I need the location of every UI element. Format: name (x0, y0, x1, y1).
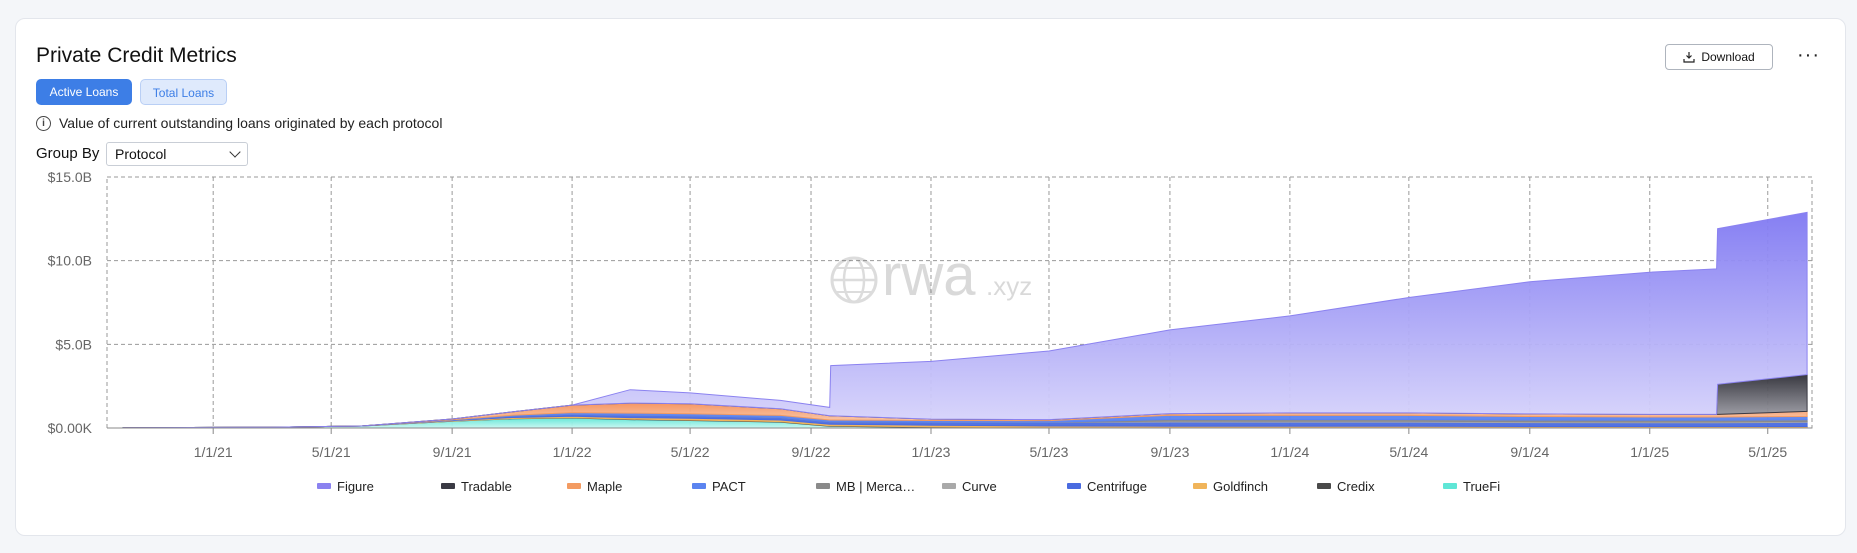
group-by-select[interactable]: Protocol (106, 142, 248, 166)
legend-label: TrueFi (1463, 479, 1500, 494)
axes: $0.00K $5.0B $10.0B $15.0B 1/1/21 5/1/21 9/1/2… (48, 169, 1812, 460)
y-tick-label: $15.0B (48, 169, 92, 185)
tab-active-loans[interactable]: Active Loans (36, 79, 132, 105)
legend-swatch (1443, 483, 1457, 489)
x-tick-label: 5/1/21 (312, 444, 351, 460)
download-icon (1683, 52, 1695, 63)
legend-label: Figure (337, 479, 374, 494)
y-tick-label: $10.0B (48, 253, 92, 269)
x-tick-label: 9/1/22 (792, 444, 831, 460)
watermark-suffix: .xyz (986, 271, 1032, 301)
legend-label: Centrifuge (1087, 479, 1147, 494)
legend-label: MB | Merca… (836, 479, 915, 494)
legend-swatch (1067, 483, 1081, 489)
x-tick-label: 5/1/22 (671, 444, 710, 460)
x-tick-label: 1/1/21 (194, 444, 233, 460)
group-by-value: Protocol (115, 146, 167, 162)
x-tick-label: 1/1/25 (1630, 444, 1669, 460)
x-tick-label: 9/1/21 (433, 444, 472, 460)
legend-swatch (942, 483, 956, 489)
legend-swatch (567, 483, 581, 489)
x-tick-label: 5/1/23 (1030, 444, 1069, 460)
page-title: Private Credit Metrics (36, 44, 237, 67)
group-by-label: Group By (36, 145, 100, 162)
y-tick-label: $0.00K (48, 420, 93, 436)
x-tick-label: 9/1/23 (1150, 444, 1189, 460)
watermark-main: rwa (882, 243, 976, 308)
download-button[interactable]: Download (1665, 44, 1773, 70)
x-tick-label: 5/1/25 (1748, 444, 1787, 460)
download-label: Download (1701, 50, 1755, 64)
description-text: Value of current outstanding loans origi… (59, 115, 443, 131)
x-tick-label: 1/1/23 (912, 444, 951, 460)
legend-swatch (317, 483, 331, 489)
x-tick-label: 1/1/22 (553, 444, 592, 460)
rwa-watermark: rwa .xyz (830, 243, 1032, 308)
tab-total-loans[interactable]: Total Loans (140, 79, 227, 105)
globe-icon (830, 256, 878, 304)
legend-swatch (441, 483, 455, 489)
legend-swatch (1317, 483, 1331, 489)
legend-swatch (1193, 483, 1207, 489)
legend: Figure Tradable Maple PACT MB | Merca… Curve C… (317, 479, 1500, 494)
area-figure (122, 211, 1808, 429)
x-tick-label: 1/1/24 (1270, 444, 1309, 460)
legend-label: PACT (712, 479, 746, 494)
legend-label: Curve (962, 479, 997, 494)
legend-label: Maple (587, 479, 622, 494)
y-tick-label: $5.0B (55, 336, 92, 352)
legend-label: Tradable (461, 479, 512, 494)
legend-label: Credix (1337, 479, 1375, 494)
legend-swatch (692, 483, 706, 489)
info-icon: i (36, 115, 51, 131)
series-areas (122, 211, 1808, 429)
x-tick-label: 5/1/24 (1389, 444, 1428, 460)
legend-label: Goldfinch (1213, 479, 1268, 494)
x-tick-label: 9/1/24 (1510, 444, 1549, 460)
legend-swatch (816, 483, 830, 489)
chart-description: i Value of current outstanding loans ori… (36, 115, 442, 131)
